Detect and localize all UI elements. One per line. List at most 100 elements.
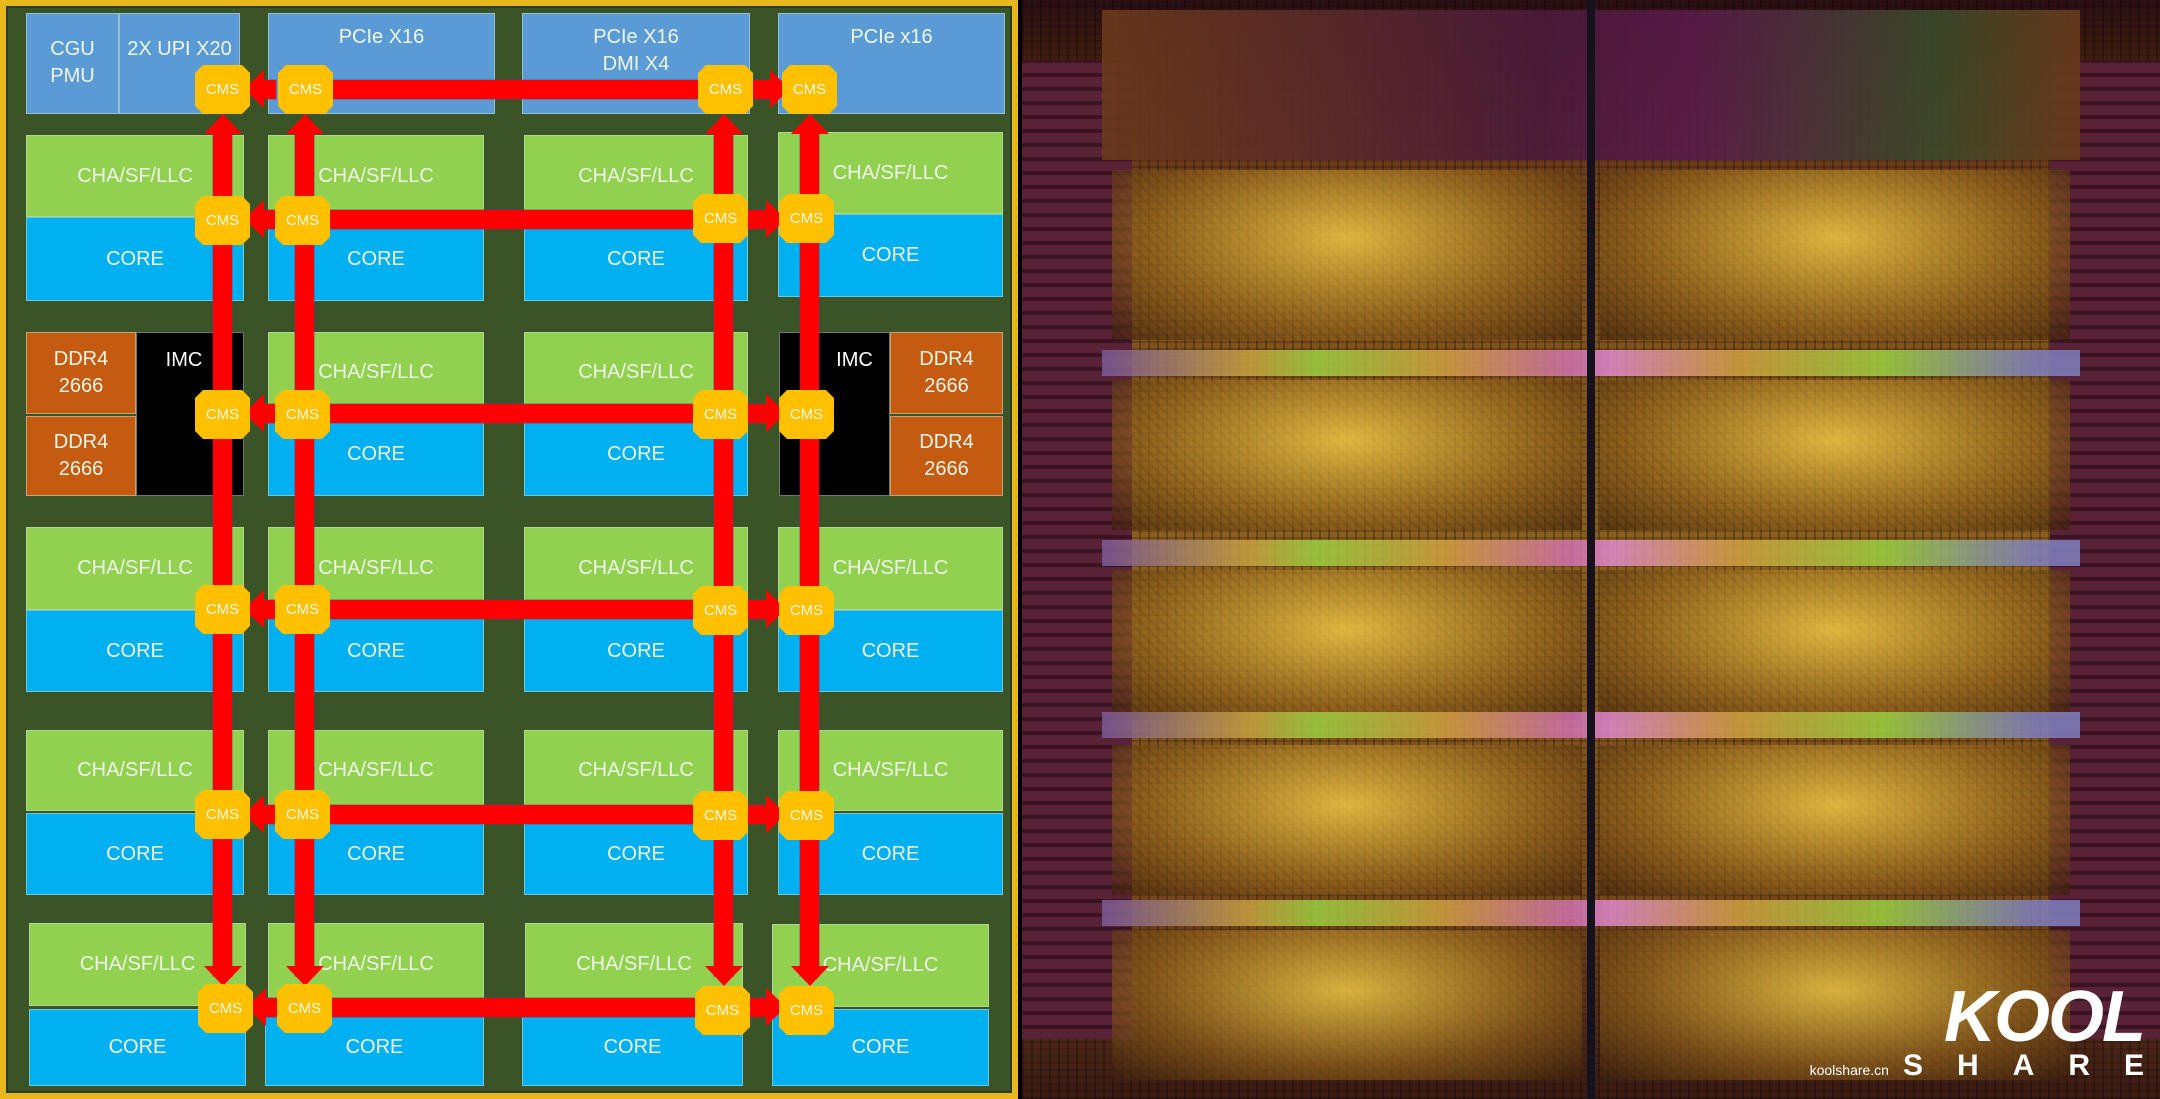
core-label: CORE (345, 1036, 404, 1058)
die-core-tile (1600, 745, 2070, 895)
ddr-label: DDR4 (919, 348, 974, 370)
cms-node: CMS (693, 791, 748, 840)
cms-node: CMS (693, 390, 748, 439)
die-core-tile (1112, 170, 1582, 340)
die-core-tile (1600, 930, 2070, 1080)
core-label: CORE (106, 842, 164, 865)
cms-label: CMS (287, 1000, 322, 1017)
arrow-down-icon (286, 966, 324, 986)
cms-node: CMS (779, 586, 834, 635)
cms-label: CMS (205, 806, 240, 823)
die-center-spine (1587, 0, 1595, 1099)
die-core-tile (1112, 570, 1582, 720)
arrow-down-icon (791, 966, 829, 986)
ddr-label: DDR4 (53, 348, 109, 370)
core-label: CORE (861, 244, 920, 266)
cms-label: CMS (205, 601, 240, 618)
core-block: CORE (26, 610, 244, 692)
die-core-tile (1600, 380, 2070, 530)
die-photo: KOOL koolshare.cn SHARE (1022, 0, 2160, 1099)
mesh-link-horizontal (748, 210, 768, 229)
core-label: CORE (347, 443, 405, 465)
cms-node: CMS (277, 984, 332, 1033)
cms-node: CMS (695, 986, 750, 1035)
imc-label: IMC (165, 349, 203, 371)
cgu-pmu-block: CGU PMU (26, 13, 119, 114)
cms-label: CMS (208, 1000, 243, 1017)
ddr4-block: DDR4 2666 (890, 332, 1003, 414)
ddr-speed-label: 2666 (58, 458, 104, 480)
cms-node: CMS (278, 65, 333, 114)
cms-label: CMS (789, 602, 824, 619)
cms-label: CMS (205, 212, 240, 229)
pcie-dmi-label-line2: DMI X4 (602, 53, 670, 75)
cms-label: CMS (789, 210, 824, 227)
mesh-link-horizontal (300, 210, 752, 229)
cms-node: CMS (779, 986, 834, 1035)
cha-label: CHA/SF/LLC (576, 953, 692, 975)
mesh-link-horizontal (300, 80, 752, 99)
ddr4-block: DDR4 2666 (890, 416, 1003, 496)
mesh-link-horizontal (300, 998, 752, 1017)
cha-label: CHA/SF/LLC (832, 759, 949, 781)
core-label: CORE (607, 639, 665, 662)
die-core-tile (1112, 930, 1582, 1080)
cms-label: CMS (789, 1002, 824, 1019)
cha-label: CHA/SF/LLC (318, 361, 434, 383)
core-label: CORE (347, 247, 405, 270)
core-label: CORE (108, 1036, 167, 1058)
mesh-link-horizontal (748, 998, 768, 1017)
cms-node: CMS (693, 586, 748, 635)
cms-label: CMS (708, 81, 743, 98)
cms-node: CMS (275, 790, 330, 839)
cha-label: CHA/SF/LLC (578, 361, 694, 383)
arrow-up-icon (204, 114, 242, 134)
cms-node: CMS (195, 196, 250, 245)
pcie-left-label: PCIe X16 (338, 26, 425, 48)
cha-label: CHA/SF/LLC (318, 557, 434, 579)
arrow-down-icon (705, 966, 743, 986)
core-label: CORE (851, 1036, 910, 1058)
ddr-label: DDR4 (53, 431, 109, 453)
ddr4-block: DDR4 2666 (26, 416, 136, 496)
cms-node: CMS (693, 194, 748, 243)
cms-label: CMS (703, 602, 738, 619)
cms-label: CMS (285, 212, 320, 229)
core-label: CORE (607, 247, 665, 270)
core-label: CORE (607, 842, 665, 865)
cms-node: CMS (779, 791, 834, 840)
watermark-subtext: SHARE (1902, 1049, 2160, 1082)
pmu-label: PMU (50, 65, 95, 87)
cms-node: CMS (779, 194, 834, 243)
core-label: CORE (861, 842, 920, 865)
cha-label: CHA/SF/LLC (578, 164, 694, 187)
cms-label: CMS (789, 807, 824, 824)
mesh-link-vertical (213, 133, 232, 976)
cha-label: CHA/SF/LLC (832, 557, 949, 579)
cms-label: CMS (703, 807, 738, 824)
die-core-tile (1600, 170, 2070, 340)
cms-label: CMS (789, 406, 824, 423)
cha-label: CHA/SF/LLC (578, 759, 694, 781)
upi-label: 2X UPI X20 (127, 38, 232, 60)
cms-label: CMS (285, 806, 320, 823)
cms-label: CMS (705, 1002, 740, 1019)
ddr-speed-label: 2666 (924, 458, 969, 480)
cms-label: CMS (703, 406, 738, 423)
cms-label: CMS (205, 81, 240, 98)
ddr-speed-label: 2666 (58, 375, 104, 397)
core-label: CORE (603, 1036, 662, 1058)
cms-node: CMS (198, 984, 253, 1033)
cha-label: CHA/SF/LLC (832, 161, 949, 184)
cha-label: CHA/SF/LLC (578, 557, 694, 579)
cms-label: CMS (703, 210, 738, 227)
core-block: CORE (524, 217, 748, 301)
core-label: CORE (607, 443, 665, 465)
cha-label: CHA/SF/LLC (77, 164, 193, 187)
mesh-link-vertical (800, 133, 819, 976)
arrow-up-icon (791, 114, 829, 134)
mesh-link-horizontal (300, 404, 752, 423)
cha-label: CHA/SF/LLC (77, 557, 193, 579)
arrow-up-icon (705, 114, 743, 134)
mesh-link-vertical (714, 133, 733, 976)
